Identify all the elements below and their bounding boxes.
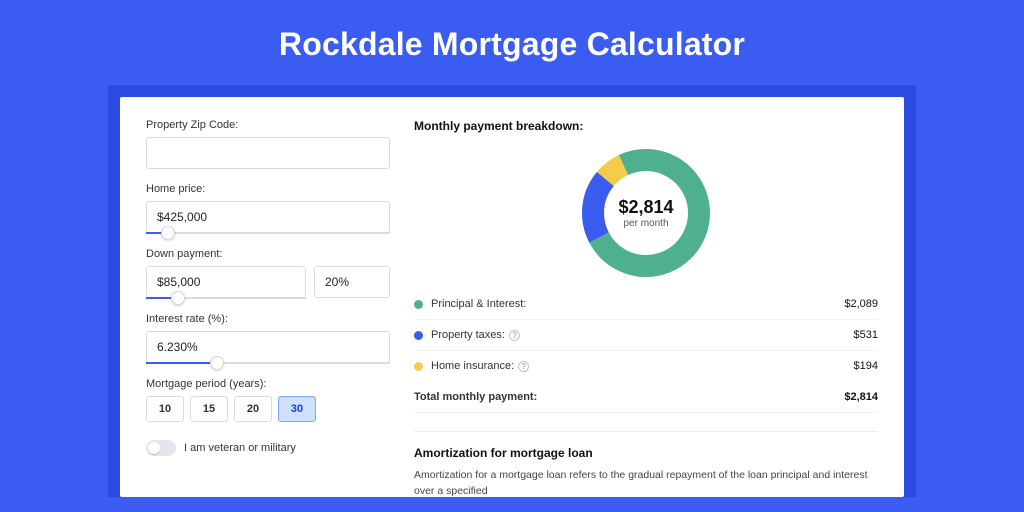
down-payment-input[interactable] bbox=[146, 266, 306, 298]
veteran-row: I am veteran or military bbox=[146, 440, 390, 456]
home-price-slider-knob[interactable] bbox=[161, 226, 175, 240]
legend: Principal & Interest: $2,089 Property taxe… bbox=[414, 289, 878, 381]
legend-label: Principal & Interest: bbox=[431, 298, 526, 310]
veteran-label: I am veteran or military bbox=[184, 442, 296, 454]
legend-dot bbox=[414, 300, 423, 309]
amortization-body: Amortization for a mortgage loan refers … bbox=[414, 468, 878, 497]
legend-dot bbox=[414, 331, 423, 340]
legend-dot bbox=[414, 362, 423, 371]
calculator-card: Property Zip Code: Home price: Down paym… bbox=[120, 97, 904, 497]
legend-label: Property taxes:? bbox=[431, 329, 520, 341]
down-payment-slider[interactable] bbox=[146, 297, 306, 299]
donut-chart: $2,814 per month bbox=[414, 143, 878, 289]
veteran-toggle-knob bbox=[148, 442, 160, 454]
period-option-15[interactable]: 15 bbox=[190, 396, 228, 422]
form-panel: Property Zip Code: Home price: Down paym… bbox=[146, 119, 390, 497]
down-payment-slider-knob[interactable] bbox=[171, 291, 185, 305]
help-icon[interactable]: ? bbox=[518, 361, 529, 372]
interest-label: Interest rate (%): bbox=[146, 313, 390, 325]
total-value: $2,814 bbox=[844, 391, 878, 403]
home-price-input[interactable] bbox=[146, 201, 390, 233]
veteran-toggle[interactable] bbox=[146, 440, 176, 456]
legend-row-0: Principal & Interest: $2,089 bbox=[414, 289, 878, 320]
donut-center: $2,814 per month bbox=[582, 149, 710, 277]
donut-sub: per month bbox=[623, 218, 668, 229]
period-options: 10152030 bbox=[146, 396, 390, 422]
interest-slider-knob[interactable] bbox=[210, 356, 224, 370]
interest-input[interactable] bbox=[146, 331, 390, 363]
home-price-label: Home price: bbox=[146, 183, 390, 195]
amortization-title: Amortization for mortgage loan bbox=[414, 446, 878, 460]
period-field: Mortgage period (years): 10152030 bbox=[146, 378, 390, 422]
period-option-10[interactable]: 10 bbox=[146, 396, 184, 422]
period-option-20[interactable]: 20 bbox=[234, 396, 272, 422]
interest-field: Interest rate (%): bbox=[146, 313, 390, 364]
legend-value: $194 bbox=[854, 360, 878, 372]
zip-label: Property Zip Code: bbox=[146, 119, 390, 131]
period-option-30[interactable]: 30 bbox=[278, 396, 316, 422]
card-shadow-band: Property Zip Code: Home price: Down paym… bbox=[108, 85, 916, 497]
legend-row-2: Home insurance:? $194 bbox=[414, 351, 878, 381]
zip-input[interactable] bbox=[146, 137, 390, 169]
legend-label: Home insurance:? bbox=[431, 360, 529, 372]
breakdown-title: Monthly payment breakdown: bbox=[414, 119, 878, 133]
home-price-field: Home price: bbox=[146, 183, 390, 234]
period-label: Mortgage period (years): bbox=[146, 378, 390, 390]
donut-amount: $2,814 bbox=[618, 197, 673, 218]
legend-value: $2,089 bbox=[844, 298, 878, 310]
legend-row-1: Property taxes:? $531 bbox=[414, 320, 878, 351]
legend-total-row: Total monthly payment: $2,814 bbox=[414, 381, 878, 413]
page-title: Rockdale Mortgage Calculator bbox=[0, 0, 1024, 85]
zip-field: Property Zip Code: bbox=[146, 119, 390, 169]
interest-slider[interactable] bbox=[146, 362, 390, 364]
legend-value: $531 bbox=[854, 329, 878, 341]
down-payment-label: Down payment: bbox=[146, 248, 390, 260]
amortization-block: Amortization for mortgage loan Amortizat… bbox=[414, 431, 878, 497]
down-payment-field: Down payment: bbox=[146, 248, 390, 299]
total-label: Total monthly payment: bbox=[414, 391, 537, 403]
help-icon[interactable]: ? bbox=[509, 330, 520, 341]
breakdown-panel: Monthly payment breakdown: $2,814 per mo… bbox=[414, 119, 878, 497]
down-payment-pct-input[interactable] bbox=[314, 266, 390, 298]
home-price-slider[interactable] bbox=[146, 232, 390, 234]
